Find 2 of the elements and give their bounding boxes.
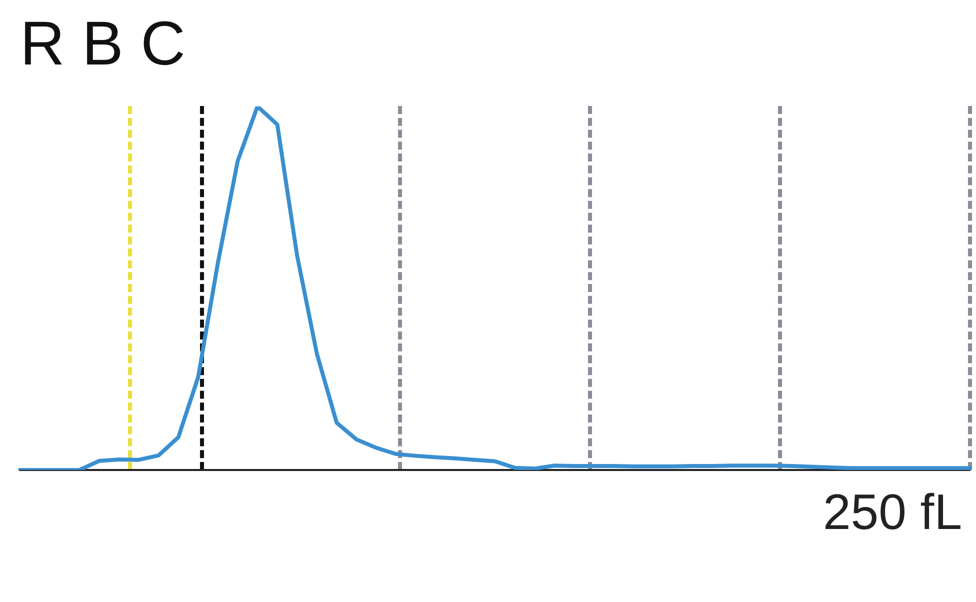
chart-title: R B C <box>20 9 186 78</box>
text: 250 fL <box>822 484 962 540</box>
